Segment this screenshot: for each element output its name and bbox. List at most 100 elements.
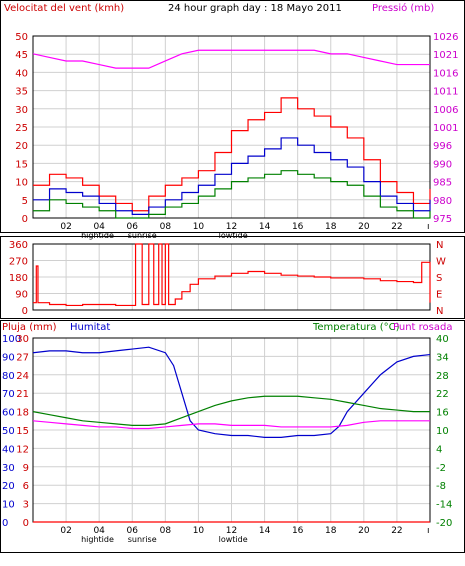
humidity-y-tick: 60: [2, 408, 15, 419]
wind-y-tick: 35: [15, 87, 28, 98]
rain-y-tick: 6: [23, 481, 29, 492]
humidity-y-tick: 70: [2, 389, 15, 400]
wind-speed-label: Velocitat del vent (kmh): [4, 3, 124, 14]
pressure-y-tick: 1026: [433, 32, 458, 43]
bottom-x-tick: 04: [93, 526, 105, 536]
rain-y-tick: 15: [16, 426, 29, 437]
humidity-y-tick: 40: [2, 444, 15, 455]
wind-y-tick: 45: [15, 50, 28, 61]
humidity-y-tick: 30: [2, 463, 15, 474]
wind-y-tick: 30: [15, 105, 28, 116]
wind-min-series: [33, 170, 431, 219]
pressure-y-tick: 990: [433, 159, 452, 170]
direction-y-tick: 0: [22, 306, 28, 317]
bottom-x-tick: 02: [60, 526, 71, 536]
wind-x-tick: 06: [127, 222, 139, 232]
bottom-panel-frame: [0, 320, 465, 553]
bottom-x-tick: 06: [127, 526, 139, 536]
rain-y-tick: 21: [16, 389, 29, 400]
wind-x-tick: 10: [193, 222, 205, 232]
wind-x-tick: 14: [259, 222, 271, 232]
bottom-x-note: lowtide: [219, 535, 248, 544]
humidity-y-tick: 100: [2, 334, 21, 345]
temperature-y-tick: -20: [436, 518, 452, 529]
temperature-y-tick: 40: [436, 334, 449, 345]
wind-x-note: lowtide: [219, 231, 248, 240]
wind-x-tick: 16: [292, 222, 304, 232]
temperature-series: [32, 395, 430, 426]
dew-point-series: [32, 420, 430, 430]
bottom-x-tick: 20: [358, 526, 370, 536]
temperature-y-tick: 16: [436, 408, 449, 419]
wind-y-tick: 40: [15, 68, 28, 79]
compass-label: S: [436, 273, 442, 284]
wind-y-tick: 15: [15, 159, 28, 170]
compass-label: W: [436, 257, 446, 268]
wind-y-tick: 20: [15, 141, 28, 152]
bottom-x-tick: 08: [160, 526, 172, 536]
pressure-y-tick: 1011: [433, 87, 458, 98]
chart-title: 24 hour graph day : 18 Mayo 2011: [168, 3, 342, 14]
pressure-y-tick: 1021: [433, 50, 458, 61]
wind-avg-series: [33, 137, 431, 215]
bottom-x-tick: 14: [259, 526, 271, 536]
wind-y-tick: 5: [22, 196, 28, 207]
wind-x-tick: 22: [391, 222, 402, 232]
temperature-label: Temperatura (°C): [312, 322, 400, 333]
direction-y-tick: 360: [9, 240, 28, 251]
rain-label: Pluja (mm): [2, 322, 57, 333]
wind-y-tick: 25: [15, 123, 28, 134]
rain-y-tick: 3: [23, 500, 29, 511]
rain-y-tick: 9: [23, 463, 29, 474]
direction-y-tick: 90: [15, 290, 28, 301]
pressure-y-tick: 1016: [433, 68, 458, 79]
compass-label: N: [436, 306, 443, 317]
temperature-y-tick: 4: [436, 444, 442, 455]
rain-y-tick: 30: [16, 334, 29, 345]
wind-x-tick: 02: [60, 222, 71, 232]
pressure-series: [32, 49, 430, 69]
wind-x-tick: 20: [358, 222, 370, 232]
compass-label: E: [436, 290, 442, 301]
rain-y-tick: 27: [16, 352, 29, 363]
wind-x-tick: 08: [160, 222, 172, 232]
temperature-y-tick: 22: [436, 389, 449, 400]
pressure-y-tick: 975: [433, 214, 452, 225]
humidity-series: [32, 346, 431, 438]
direction-series: [33, 243, 431, 307]
bottom-x-tick: 18: [325, 526, 337, 536]
humidity-y-tick: 20: [2, 481, 15, 492]
pressure-y-tick: 985: [433, 178, 452, 189]
dew-point-label: Punt rosada: [393, 322, 452, 333]
wind-x-note: hightide: [81, 231, 114, 240]
bottom-x-note: hightide: [81, 535, 114, 544]
humidity-y-tick: 0: [2, 518, 8, 529]
bottom-x-end-mark: ı: [427, 526, 430, 536]
humidity-label: Humitat: [70, 322, 110, 333]
humidity-y-tick: 80: [2, 371, 15, 382]
humidity-y-tick: 10: [2, 500, 15, 511]
pressure-y-tick: 1001: [433, 123, 458, 134]
bottom-x-tick: 12: [226, 526, 237, 536]
wind-panel-frame: [0, 0, 465, 233]
bottom-x-tick: 16: [292, 526, 304, 536]
rain-y-tick: 0: [23, 518, 29, 529]
wind-y-tick: 0: [22, 214, 28, 225]
pressure-y-tick: 996: [433, 141, 452, 152]
wind-y-tick: 10: [15, 178, 28, 189]
wind-x-tick: 18: [325, 222, 337, 232]
bottom-x-tick: 10: [193, 526, 205, 536]
bottom-x-tick: 22: [391, 526, 402, 536]
wind-x-tick: 12: [226, 222, 237, 232]
rain-y-tick: 12: [16, 444, 29, 455]
pressure-y-tick: 1006: [433, 105, 458, 116]
wind-plot-frame: [32, 35, 431, 219]
direction-y-tick: 270: [9, 257, 28, 268]
temperature-y-tick: 34: [436, 352, 449, 363]
wind-x-note: sunrise: [128, 231, 157, 240]
wind-y-tick: 50: [15, 32, 28, 43]
compass-label: N: [436, 240, 443, 251]
wind-x-tick: 04: [93, 222, 105, 232]
